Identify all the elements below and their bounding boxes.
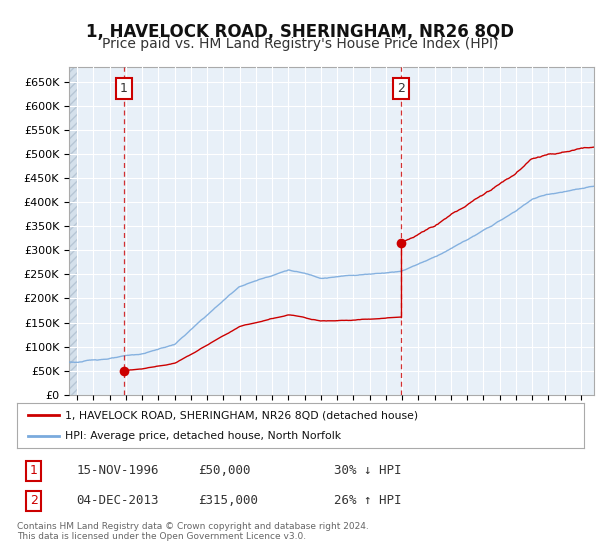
Text: £50,000: £50,000 xyxy=(198,464,251,478)
Text: 2: 2 xyxy=(397,82,405,95)
Text: 30% ↓ HPI: 30% ↓ HPI xyxy=(334,464,402,478)
Text: 2: 2 xyxy=(30,494,38,507)
Text: 26% ↑ HPI: 26% ↑ HPI xyxy=(334,494,402,507)
Text: 1: 1 xyxy=(30,464,38,478)
Text: 1: 1 xyxy=(120,82,128,95)
Text: HPI: Average price, detached house, North Norfolk: HPI: Average price, detached house, Nort… xyxy=(65,431,341,441)
Text: 1, HAVELOCK ROAD, SHERINGHAM, NR26 8QD (detached house): 1, HAVELOCK ROAD, SHERINGHAM, NR26 8QD (… xyxy=(65,410,418,421)
Text: 04-DEC-2013: 04-DEC-2013 xyxy=(76,494,159,507)
Bar xyxy=(69,67,77,395)
Text: Price paid vs. HM Land Registry's House Price Index (HPI): Price paid vs. HM Land Registry's House … xyxy=(102,37,498,52)
Text: 15-NOV-1996: 15-NOV-1996 xyxy=(76,464,159,478)
Text: Contains HM Land Registry data © Crown copyright and database right 2024.
This d: Contains HM Land Registry data © Crown c… xyxy=(17,522,368,542)
Text: £315,000: £315,000 xyxy=(198,494,258,507)
Text: 1, HAVELOCK ROAD, SHERINGHAM, NR26 8QD: 1, HAVELOCK ROAD, SHERINGHAM, NR26 8QD xyxy=(86,24,514,41)
